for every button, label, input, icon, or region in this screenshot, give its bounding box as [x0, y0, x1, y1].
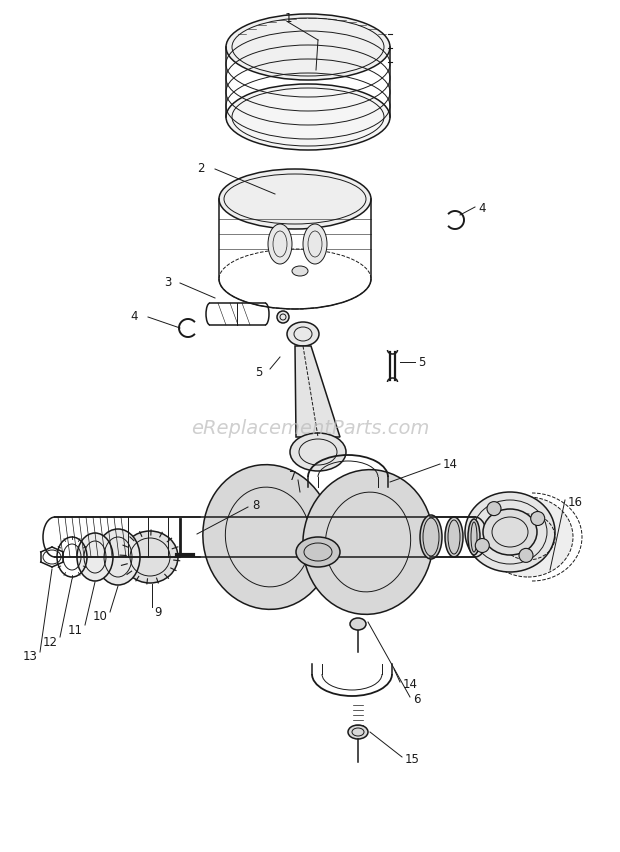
Circle shape: [531, 512, 545, 526]
Ellipse shape: [277, 312, 289, 324]
Text: 2: 2: [198, 161, 205, 175]
Text: 4: 4: [478, 201, 485, 214]
Ellipse shape: [287, 323, 319, 347]
Circle shape: [476, 538, 489, 553]
Ellipse shape: [465, 492, 555, 573]
Text: 11: 11: [68, 623, 83, 636]
Ellipse shape: [226, 85, 390, 151]
Circle shape: [487, 502, 501, 516]
Text: 16: 16: [568, 496, 583, 509]
Ellipse shape: [483, 509, 537, 556]
Ellipse shape: [219, 170, 371, 230]
Ellipse shape: [483, 498, 573, 578]
Ellipse shape: [303, 225, 327, 265]
Ellipse shape: [226, 15, 390, 81]
Text: 15: 15: [405, 752, 420, 766]
Text: 14: 14: [403, 677, 418, 691]
Text: 9: 9: [154, 605, 161, 618]
Ellipse shape: [268, 225, 292, 265]
Ellipse shape: [326, 492, 410, 592]
Ellipse shape: [77, 533, 113, 581]
Text: 8: 8: [252, 499, 259, 512]
Text: 7: 7: [288, 470, 296, 483]
Ellipse shape: [292, 267, 308, 277]
Text: 10: 10: [93, 610, 108, 623]
Text: eReplacementParts.com: eReplacementParts.com: [191, 418, 429, 437]
Text: 1: 1: [284, 11, 292, 25]
Ellipse shape: [203, 465, 333, 610]
Circle shape: [519, 549, 533, 562]
Ellipse shape: [225, 487, 311, 587]
Text: 5: 5: [255, 366, 262, 379]
Text: 4: 4: [130, 309, 138, 322]
Text: 13: 13: [23, 650, 38, 663]
Ellipse shape: [303, 470, 433, 614]
Ellipse shape: [290, 434, 346, 471]
Ellipse shape: [350, 619, 366, 630]
Text: 14: 14: [443, 458, 458, 471]
Ellipse shape: [445, 517, 463, 557]
Text: 6: 6: [413, 693, 420, 705]
Ellipse shape: [348, 725, 368, 740]
Ellipse shape: [122, 532, 178, 584]
Ellipse shape: [468, 520, 480, 556]
Ellipse shape: [96, 529, 140, 585]
Polygon shape: [295, 347, 340, 437]
Text: 3: 3: [165, 275, 172, 288]
Text: 5: 5: [418, 356, 425, 369]
Ellipse shape: [420, 515, 442, 560]
Text: 12: 12: [43, 635, 58, 648]
Ellipse shape: [296, 538, 340, 567]
